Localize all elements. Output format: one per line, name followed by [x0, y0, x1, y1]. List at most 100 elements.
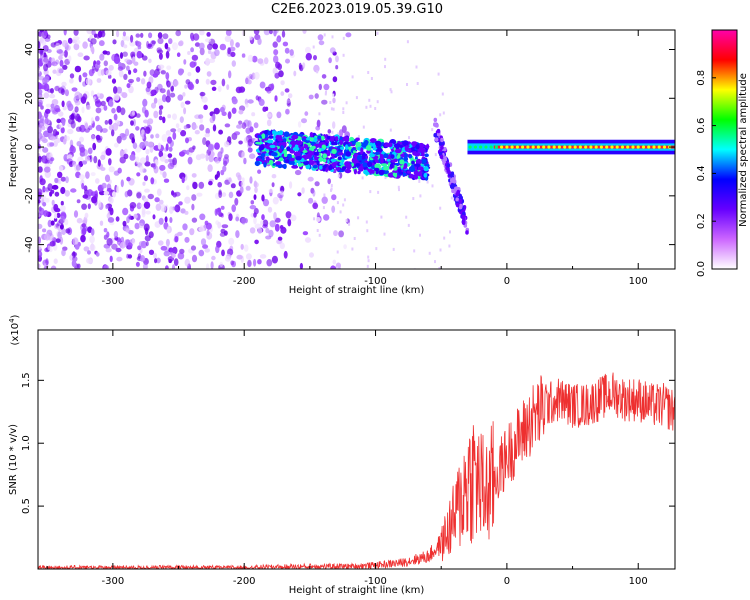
noise-mark: [38, 223, 43, 230]
noise-mark: [313, 217, 316, 221]
top-y-axis-label: Frequency (Hz): [8, 112, 19, 188]
noise-mark: [63, 49, 68, 58]
noise-mark: [146, 81, 152, 89]
noise-mark: [145, 155, 149, 163]
noise-mark: [165, 143, 169, 152]
noise-mark: [72, 237, 79, 246]
noise-mark: [222, 156, 230, 165]
noise-mark: [162, 116, 166, 124]
noise-mark: [46, 155, 51, 160]
noise-mark: [54, 85, 60, 92]
noise-mark: [192, 33, 200, 41]
noise-mark: [133, 68, 138, 74]
noise-mark: [244, 98, 249, 106]
noise-mark: [43, 63, 49, 72]
noise-mark: [180, 101, 185, 109]
noise-mark: [210, 79, 217, 86]
noise-mark: [257, 259, 262, 265]
noise-mark: [140, 32, 144, 38]
noise-mark: [183, 125, 188, 130]
signal-mark: [254, 160, 261, 167]
signal-mark: [295, 156, 302, 161]
signal-mark: [280, 144, 285, 150]
noise-mark: [230, 260, 235, 266]
noise-mark: [312, 202, 319, 210]
tone-mark: [615, 145, 619, 149]
noise-mark: [75, 126, 82, 132]
noise-mark: [342, 203, 345, 207]
noise-mark: [234, 197, 239, 206]
noise-mark: [95, 107, 102, 114]
noise-mark: [158, 115, 163, 121]
noise-mark: [85, 155, 90, 162]
noise-mark: [122, 220, 127, 227]
noise-mark: [78, 74, 82, 83]
noise-mark: [235, 216, 240, 222]
noise-mark: [269, 30, 273, 35]
noise-mark: [140, 133, 145, 140]
signal-mark: [413, 152, 421, 157]
noise-mark: [91, 30, 96, 36]
noise-mark: [191, 217, 198, 223]
noise-mark: [185, 137, 189, 144]
noise-mark: [101, 182, 107, 189]
noise-mark: [150, 177, 155, 185]
noise-mark: [50, 265, 57, 269]
noise-mark: [122, 207, 129, 216]
noise-mark: [54, 212, 58, 219]
noise-mark: [416, 82, 419, 85]
tone-mark: [657, 145, 661, 149]
noise-mark: [384, 176, 387, 180]
noise-mark: [144, 235, 151, 242]
signal-mark: [396, 154, 401, 160]
noise-mark: [76, 199, 81, 204]
signal-mark: [413, 174, 418, 180]
noise-mark: [105, 204, 109, 210]
noise-mark: [342, 36, 345, 40]
noise-mark: [183, 107, 187, 115]
noise-mark: [281, 30, 286, 38]
noise-mark: [190, 47, 195, 53]
noise-mark: [70, 188, 77, 193]
noise-mark: [105, 248, 112, 253]
noise-mark: [315, 217, 321, 222]
noise-mark: [173, 258, 179, 266]
noise-mark: [157, 37, 164, 45]
noise-mark: [342, 53, 345, 57]
noise-mark: [106, 238, 113, 246]
noise-mark: [224, 35, 232, 42]
noise-mark: [38, 99, 43, 107]
noise-mark: [57, 231, 62, 240]
tone-mark: [526, 145, 530, 149]
noise-mark: [132, 118, 136, 127]
noise-mark: [79, 147, 86, 153]
noise-mark: [418, 179, 421, 183]
noise-mark: [208, 180, 213, 186]
noise-mark: [150, 134, 154, 139]
noise-mark: [179, 151, 185, 157]
noise-mark: [366, 264, 369, 268]
noise-mark: [147, 141, 154, 149]
tone-mark: [494, 145, 498, 149]
noise-mark: [262, 198, 270, 207]
noise-mark: [86, 189, 93, 197]
noise-mark: [307, 176, 314, 182]
noise-mark: [274, 217, 281, 223]
signal-mark: [387, 142, 393, 148]
signal-mark: [421, 152, 425, 157]
signal-mark: [423, 172, 428, 178]
y-tick-label: 1.5: [21, 372, 32, 388]
noise-mark: [190, 245, 197, 251]
noise-mark: [266, 119, 272, 127]
noise-mark: [112, 191, 116, 198]
signal-mark: [283, 131, 290, 137]
noise-mark: [60, 186, 66, 195]
noise-mark: [449, 230, 451, 234]
noise-mark: [126, 83, 131, 89]
noise-mark: [53, 217, 58, 222]
noise-mark: [97, 92, 100, 97]
colorbar-tick-label: 0.6: [696, 118, 707, 134]
noise-mark: [38, 82, 42, 89]
snr-series-line: [38, 372, 675, 569]
signal-mark: [309, 132, 314, 138]
